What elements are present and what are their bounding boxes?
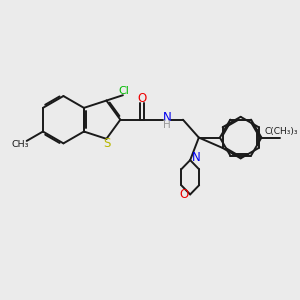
Text: Cl: Cl [119, 85, 130, 95]
Text: CH₃: CH₃ [11, 140, 29, 149]
Text: N: N [163, 111, 172, 124]
Text: O: O [179, 188, 188, 201]
Text: C(CH₃)₃: C(CH₃)₃ [264, 127, 298, 136]
Text: H: H [163, 120, 171, 130]
Text: S: S [103, 137, 111, 150]
Text: N: N [192, 151, 201, 164]
Text: O: O [137, 92, 147, 105]
